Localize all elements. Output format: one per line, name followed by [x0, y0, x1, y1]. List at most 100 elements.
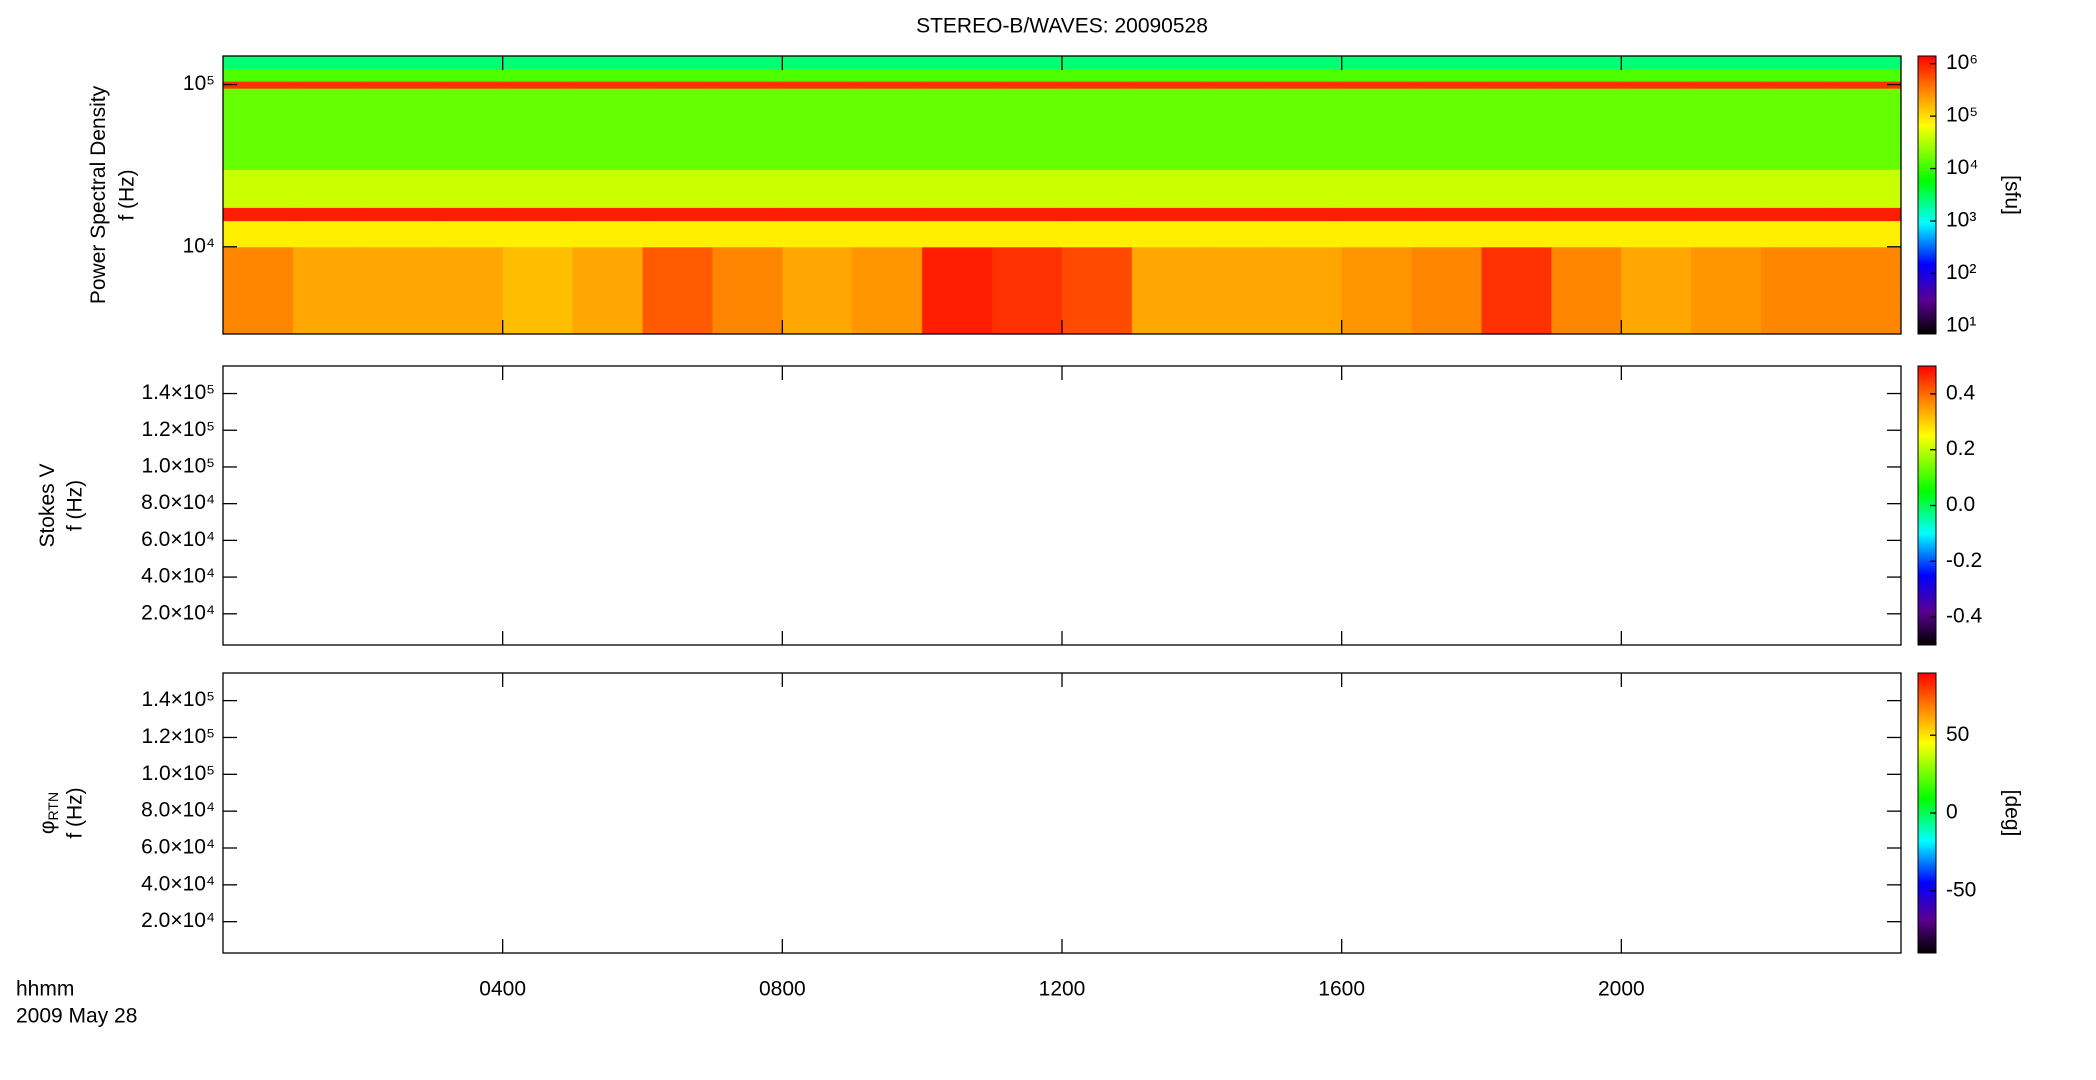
heatmap-cell — [1341, 169, 1413, 208]
heatmap-cell — [642, 207, 713, 222]
heatmap-cell — [432, 88, 504, 170]
heatmap-cell — [1621, 246, 1692, 335]
heatmap-cell — [922, 88, 993, 170]
heatmap-cell — [922, 81, 993, 89]
heatmap-cell — [1131, 220, 1203, 248]
heatmap-cell — [782, 246, 853, 335]
heatmap-cell — [572, 68, 643, 82]
heatmap-cell — [1691, 207, 1762, 222]
heatmap-cell — [1411, 169, 1482, 208]
heatmap-cell — [1201, 246, 1273, 335]
heatmap-cell — [292, 81, 364, 89]
heatmap-cell — [782, 220, 853, 248]
y-axis-label-text: Stokes V — [36, 463, 59, 547]
heatmap-cell — [572, 81, 643, 89]
heatmap-cell — [1271, 169, 1343, 208]
heatmap-cell — [1761, 68, 1832, 82]
plot-frame — [222, 365, 1902, 646]
heatmap-cell — [922, 169, 993, 208]
heatmap-cell — [1271, 56, 1343, 70]
heatmap-cell — [992, 220, 1063, 248]
heatmap-cell — [1551, 88, 1622, 170]
heatmap-cell — [223, 220, 294, 248]
plot-frame — [222, 672, 1902, 954]
heatmap-cell — [362, 56, 434, 70]
heatmap-cell — [1062, 207, 1133, 222]
heatmap-cell — [1131, 68, 1203, 82]
y-axis-unit: f (Hz) — [116, 169, 139, 220]
heatmap-cell — [572, 56, 643, 70]
heatmap-cell — [1761, 220, 1832, 248]
y-tick-label: 6.0×10⁴ — [141, 528, 215, 551]
heatmap-cell — [1621, 169, 1692, 208]
heatmap-cell — [992, 81, 1063, 89]
heatmap-cell — [1411, 246, 1482, 335]
heatmap-cell — [223, 81, 294, 89]
heatmap-cell — [432, 207, 504, 222]
heatmap-cell — [572, 220, 643, 248]
heatmap-cell — [502, 220, 574, 248]
y-axis-label: Power Spectral Density — [87, 85, 110, 304]
x-tick-label: 1200 — [1039, 978, 1086, 1001]
y-tick-label: 4.0×10⁴ — [141, 872, 215, 895]
heatmap-cell — [1481, 220, 1552, 248]
heatmap-cell — [1691, 68, 1762, 82]
heatmap-cell — [502, 81, 574, 89]
heatmap-cell — [223, 68, 294, 82]
heatmap-cell — [1411, 81, 1482, 89]
heatmap-cell — [1271, 220, 1343, 248]
colorbar-tick-label: 10⁵ — [1946, 104, 1978, 127]
colorbar — [1917, 55, 1937, 335]
heatmap-cell — [992, 68, 1063, 82]
heatmap-cell — [992, 246, 1063, 335]
heatmap-cell — [782, 56, 853, 70]
heatmap-cell — [432, 220, 504, 248]
heatmap-cell — [712, 220, 783, 248]
y-axis-label-text: Power Spectral Density — [87, 85, 110, 304]
chart-title: STEREO-B/WAVES: 20090528 — [916, 15, 1208, 38]
heatmap-cell — [852, 246, 923, 335]
y-tick-label: 1.4×10⁵ — [141, 688, 215, 711]
colorbar-tick-label: -50 — [1946, 878, 1976, 901]
heatmap-cell — [292, 56, 364, 70]
heatmap-cell — [1621, 207, 1692, 222]
heatmap-cell — [642, 68, 713, 82]
heatmap-cell — [1761, 207, 1832, 222]
x-axis-label: hhmm — [16, 978, 74, 1001]
y-axis-label-text: φ — [36, 820, 59, 834]
heatmap-cell — [782, 81, 853, 89]
heatmap-cell — [1761, 81, 1832, 89]
heatmap-cell — [1271, 246, 1343, 335]
heatmap-cell — [712, 169, 783, 208]
colorbar-label: [sfu] — [2000, 175, 2023, 215]
heatmap-cell — [432, 169, 504, 208]
heatmap-cell — [1271, 81, 1343, 89]
heatmap-cell — [1341, 88, 1413, 170]
heatmap-cell — [852, 220, 923, 248]
colorbar-tick-label: 10⁶ — [1946, 51, 1978, 74]
colorbar-tick-label: 0.0 — [1946, 493, 1975, 516]
heatmap-cell — [223, 56, 294, 70]
heatmap-cell — [1621, 81, 1692, 89]
heatmap-cell — [1761, 56, 1832, 70]
colorbar-tick-label: 10⁴ — [1946, 156, 1978, 179]
heatmap-cell — [852, 81, 923, 89]
heatmap-cell — [1761, 88, 1832, 170]
heatmap-cell — [1481, 169, 1552, 208]
heatmap-cell — [1411, 220, 1482, 248]
heatmap-cell — [1691, 220, 1762, 248]
heatmap-cell — [362, 169, 434, 208]
heatmap-cell — [432, 81, 504, 89]
heatmap-cell — [922, 68, 993, 82]
heatmap-cell — [782, 169, 853, 208]
x-tick-label: 0800 — [759, 978, 806, 1001]
heatmap-cell — [1131, 207, 1203, 222]
colorbar-tick-label: -0.2 — [1946, 549, 1982, 572]
heatmap-cell — [1831, 68, 1902, 82]
heatmap-cell — [1621, 68, 1692, 82]
heatmap-cell — [1271, 88, 1343, 170]
x-tick-label: 1600 — [1318, 978, 1365, 1001]
y-tick-label: 1.4×10⁵ — [141, 381, 215, 404]
heatmap-cell — [502, 68, 574, 82]
heatmap-cell — [362, 220, 434, 248]
